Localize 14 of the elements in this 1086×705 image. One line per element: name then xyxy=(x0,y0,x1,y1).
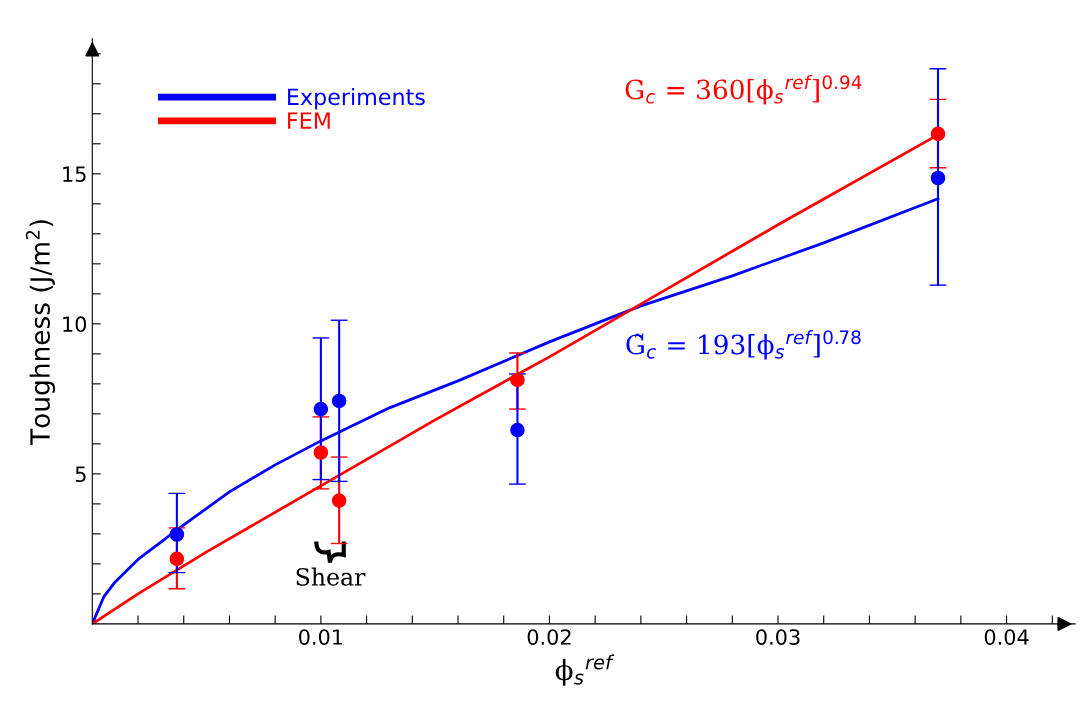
annotation: G$_{c}$ = 360[ϕ$_{s}$$^{ref}$]$^{0.94}$ xyxy=(625,74,862,105)
x-axis-title: ϕ$_{s}$$^{ref}$ xyxy=(555,654,615,686)
x-tick-label: 0.04 xyxy=(984,629,1029,645)
x-tick-label: 0.02 xyxy=(527,629,571,645)
annotation: Shear xyxy=(296,567,366,586)
y-axis-title: Toughness (J/m$^{2}$) xyxy=(25,220,56,446)
text: FEM xyxy=(288,112,330,129)
y-tick-label: 10 xyxy=(63,316,87,333)
x-tick-label: 0.03 xyxy=(756,629,800,645)
y-tick-label: 15 xyxy=(63,166,86,183)
x-tick-label: 0.01 xyxy=(299,629,343,645)
y-tick-label: 5 xyxy=(75,466,86,483)
text: Experiments xyxy=(288,88,425,110)
annotation: G̃$_{c}$ = 193[ϕ$_{s}$$^{ref}$]$^{0.78}$ xyxy=(626,329,861,360)
